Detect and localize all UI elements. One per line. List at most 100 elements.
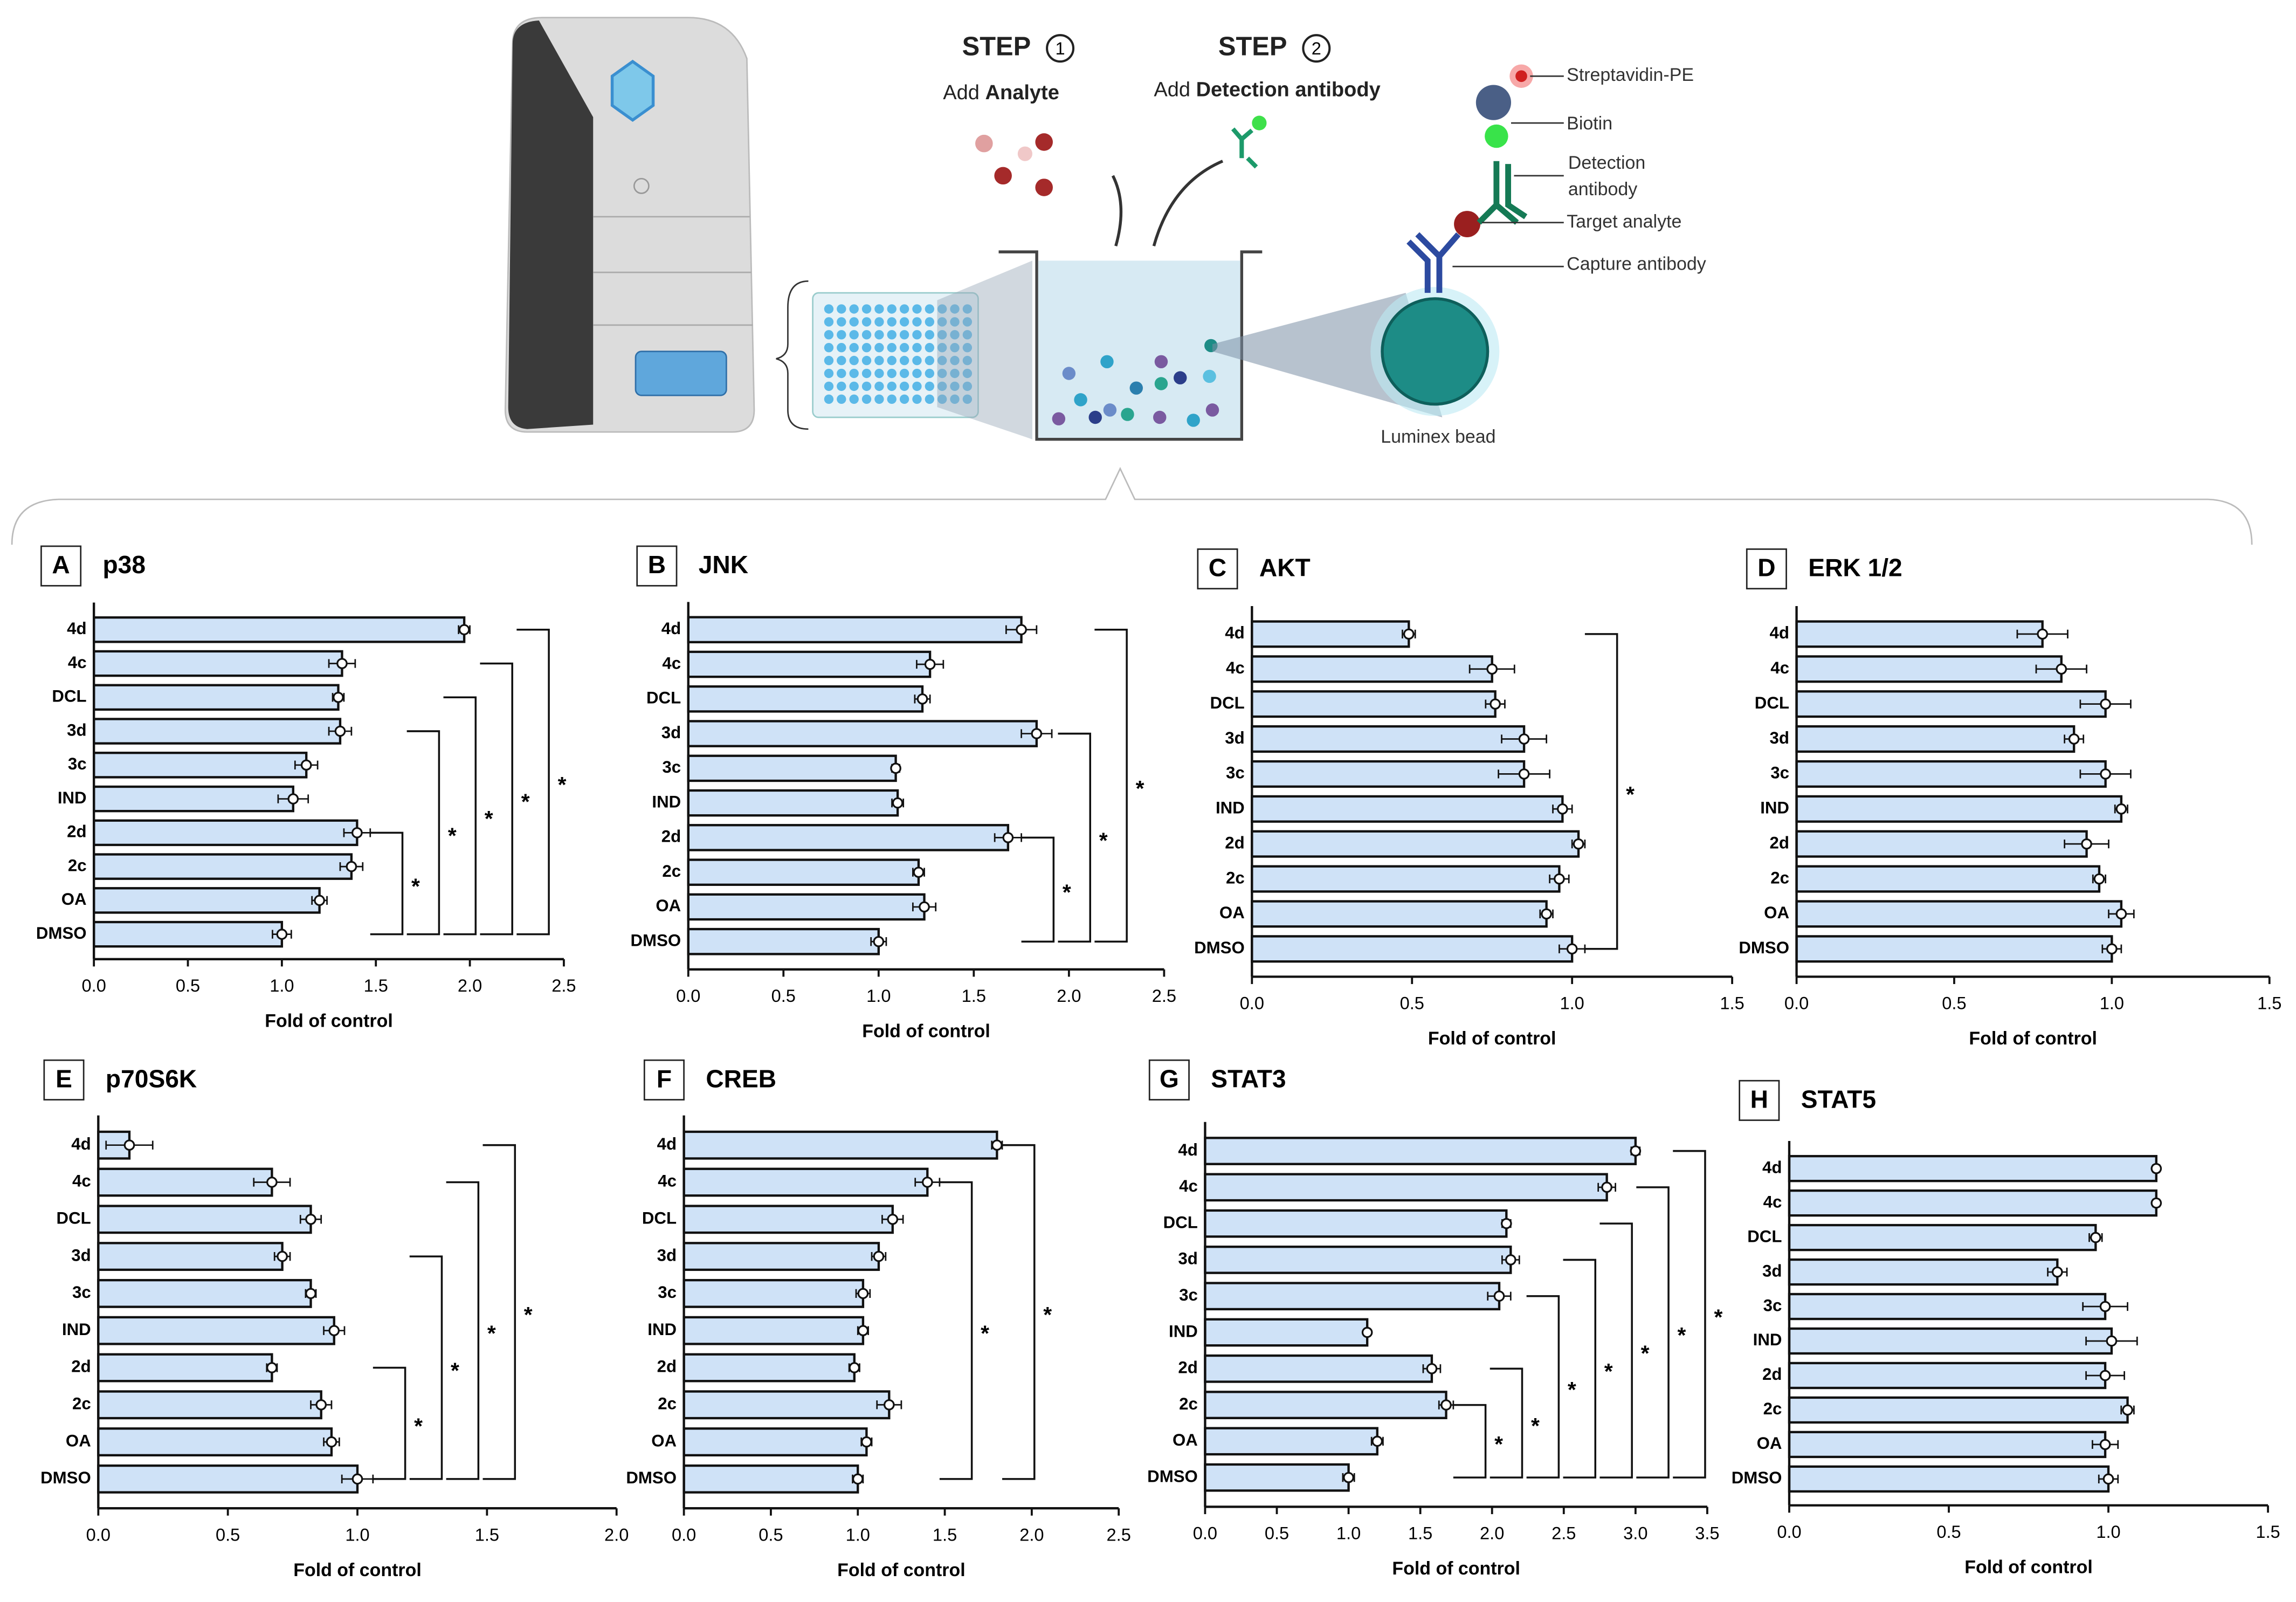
plate-well [962, 330, 973, 340]
data-point [346, 861, 357, 872]
bar [687, 927, 880, 955]
data-point [887, 1213, 899, 1225]
data-point [883, 1399, 895, 1411]
plate-well [962, 355, 973, 366]
plate-well [925, 368, 935, 379]
x-tick-label: 0.5 [1936, 1522, 1961, 1542]
y-tick-label: IND [1760, 799, 1789, 817]
drawer [635, 350, 727, 396]
x-tick-label: 0.5 [1400, 994, 1424, 1013]
chart-panel: H STAT5 4d 4c DCL 3d 3c IND 2d 2c OA DMSO 0.0 0.5 1.0 1… [1732, 1080, 2280, 1578]
step-circle [1046, 34, 1075, 63]
y-tick-label: OA [1757, 1434, 1782, 1453]
plate-well [874, 317, 884, 327]
bead [1062, 367, 1076, 380]
bead [1203, 369, 1216, 383]
x-tick-label: 2.5 [1152, 986, 1176, 1006]
significance-label: * [1641, 1341, 1650, 1366]
plate-well [874, 394, 884, 404]
x-tick-label: 1.5 [1720, 994, 1744, 1013]
plate-well [861, 317, 872, 327]
bar [1788, 1465, 2110, 1493]
bar [97, 1464, 359, 1494]
plate-well [861, 381, 872, 391]
bar [1795, 725, 2076, 753]
y-tick-label: 3c [1770, 764, 1789, 782]
data-point [2102, 1473, 2114, 1485]
bar [1788, 1327, 2113, 1355]
y-tick-label: DCL [1163, 1213, 1198, 1232]
y-tick-label: IND [1753, 1330, 1782, 1349]
significance-bracket [1058, 732, 1091, 943]
bar [97, 1167, 273, 1197]
significance-bracket [1002, 1144, 1036, 1480]
data-point [1371, 1435, 1383, 1447]
panel-letter: C [1209, 554, 1226, 582]
x-axis-label: Fold of control [862, 1021, 990, 1042]
significance-label: * [1604, 1359, 1613, 1384]
data-point [2122, 1404, 2133, 1416]
panel-letter-box [643, 1059, 685, 1101]
plate-well [849, 368, 859, 379]
y-tick-label: 4c [662, 654, 681, 672]
bar [1251, 795, 1564, 823]
y-tick-label: IND [652, 792, 681, 811]
data-point [351, 1473, 363, 1485]
callout-label: Luminex bead [1381, 427, 1495, 447]
x-tick-label: 0.0 [1193, 1524, 1217, 1543]
chart-title: AKT [1259, 554, 1311, 582]
analyte [1035, 178, 1053, 196]
significance-bracket [1490, 1367, 1523, 1479]
chart-title: ERK 1/2 [1808, 554, 1902, 582]
bar [1795, 865, 2101, 893]
significance-label: * [1063, 880, 1071, 905]
x-tick-label: 0.0 [1240, 994, 1264, 1013]
bar [1788, 1362, 2107, 1390]
y-tick-label: DCL [642, 1209, 677, 1228]
significance-label: * [414, 1414, 423, 1439]
step-action: Add Analyte [943, 81, 1059, 104]
significance-label: * [981, 1321, 989, 1346]
y-tick-label: 3c [662, 758, 681, 776]
y-tick-label: OA [66, 1431, 91, 1450]
object: Analyte [985, 81, 1059, 104]
bar [1795, 795, 2123, 823]
bar [93, 616, 466, 643]
x-tick-label: 3.0 [1623, 1524, 1647, 1543]
plate-well [950, 355, 960, 366]
panel-letter: A [52, 551, 70, 579]
bar [687, 685, 924, 713]
y-tick-label: 3c [72, 1283, 91, 1302]
y-tick-label: 4c [68, 653, 87, 672]
bar [97, 1427, 333, 1457]
plate-well [849, 317, 859, 327]
plate-well [912, 330, 922, 340]
bead [1074, 393, 1087, 407]
data-point [1554, 873, 1565, 885]
significance-label: * [1099, 828, 1108, 852]
data-point [2150, 1163, 2162, 1174]
plate-well [837, 343, 846, 353]
bar [1251, 725, 1526, 753]
y-tick-label: 3c [68, 754, 87, 773]
data-point [913, 867, 925, 878]
plate-well [861, 394, 872, 404]
x-tick-label: 2.0 [1480, 1524, 1504, 1543]
bar [1204, 1137, 1637, 1165]
significance-bracket [1094, 628, 1128, 943]
significance-label: * [521, 789, 530, 814]
panel-letter: B [648, 551, 666, 579]
significance-label: * [1043, 1302, 1052, 1327]
y-tick-label: 4c [1179, 1177, 1198, 1195]
x-tick-label: 1.5 [364, 976, 388, 995]
data-point [315, 1399, 327, 1411]
significance-label: * [1714, 1304, 1722, 1329]
brace [776, 280, 809, 430]
bead [1153, 410, 1167, 424]
x-tick-label: 0.5 [216, 1525, 240, 1544]
bead [1154, 355, 1168, 369]
data-point [916, 693, 928, 705]
callout-label: Biotin [1567, 113, 1612, 134]
